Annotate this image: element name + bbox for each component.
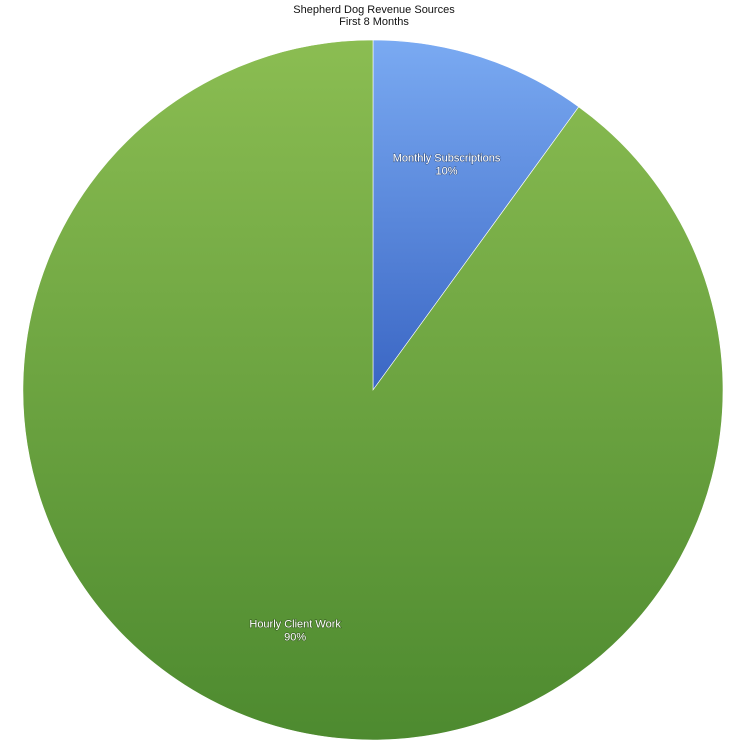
pie-slice-monthly-subscriptions xyxy=(372,39,580,391)
slice-value-label: 10% xyxy=(436,166,458,178)
pie-slices xyxy=(22,39,724,741)
slice-value-label: 90% xyxy=(284,632,306,644)
chart-title: Shepherd Dog Revenue Sources xyxy=(293,4,455,16)
pie-slice-hourly-client-work xyxy=(22,39,724,741)
chart-header: Shepherd Dog Revenue Sources First 8 Mon… xyxy=(0,4,748,28)
slice-label: Monthly Subscriptions xyxy=(393,153,501,165)
chart-subtitle: First 8 Months xyxy=(339,16,409,28)
slice-label: Hourly Client Work xyxy=(249,619,341,631)
